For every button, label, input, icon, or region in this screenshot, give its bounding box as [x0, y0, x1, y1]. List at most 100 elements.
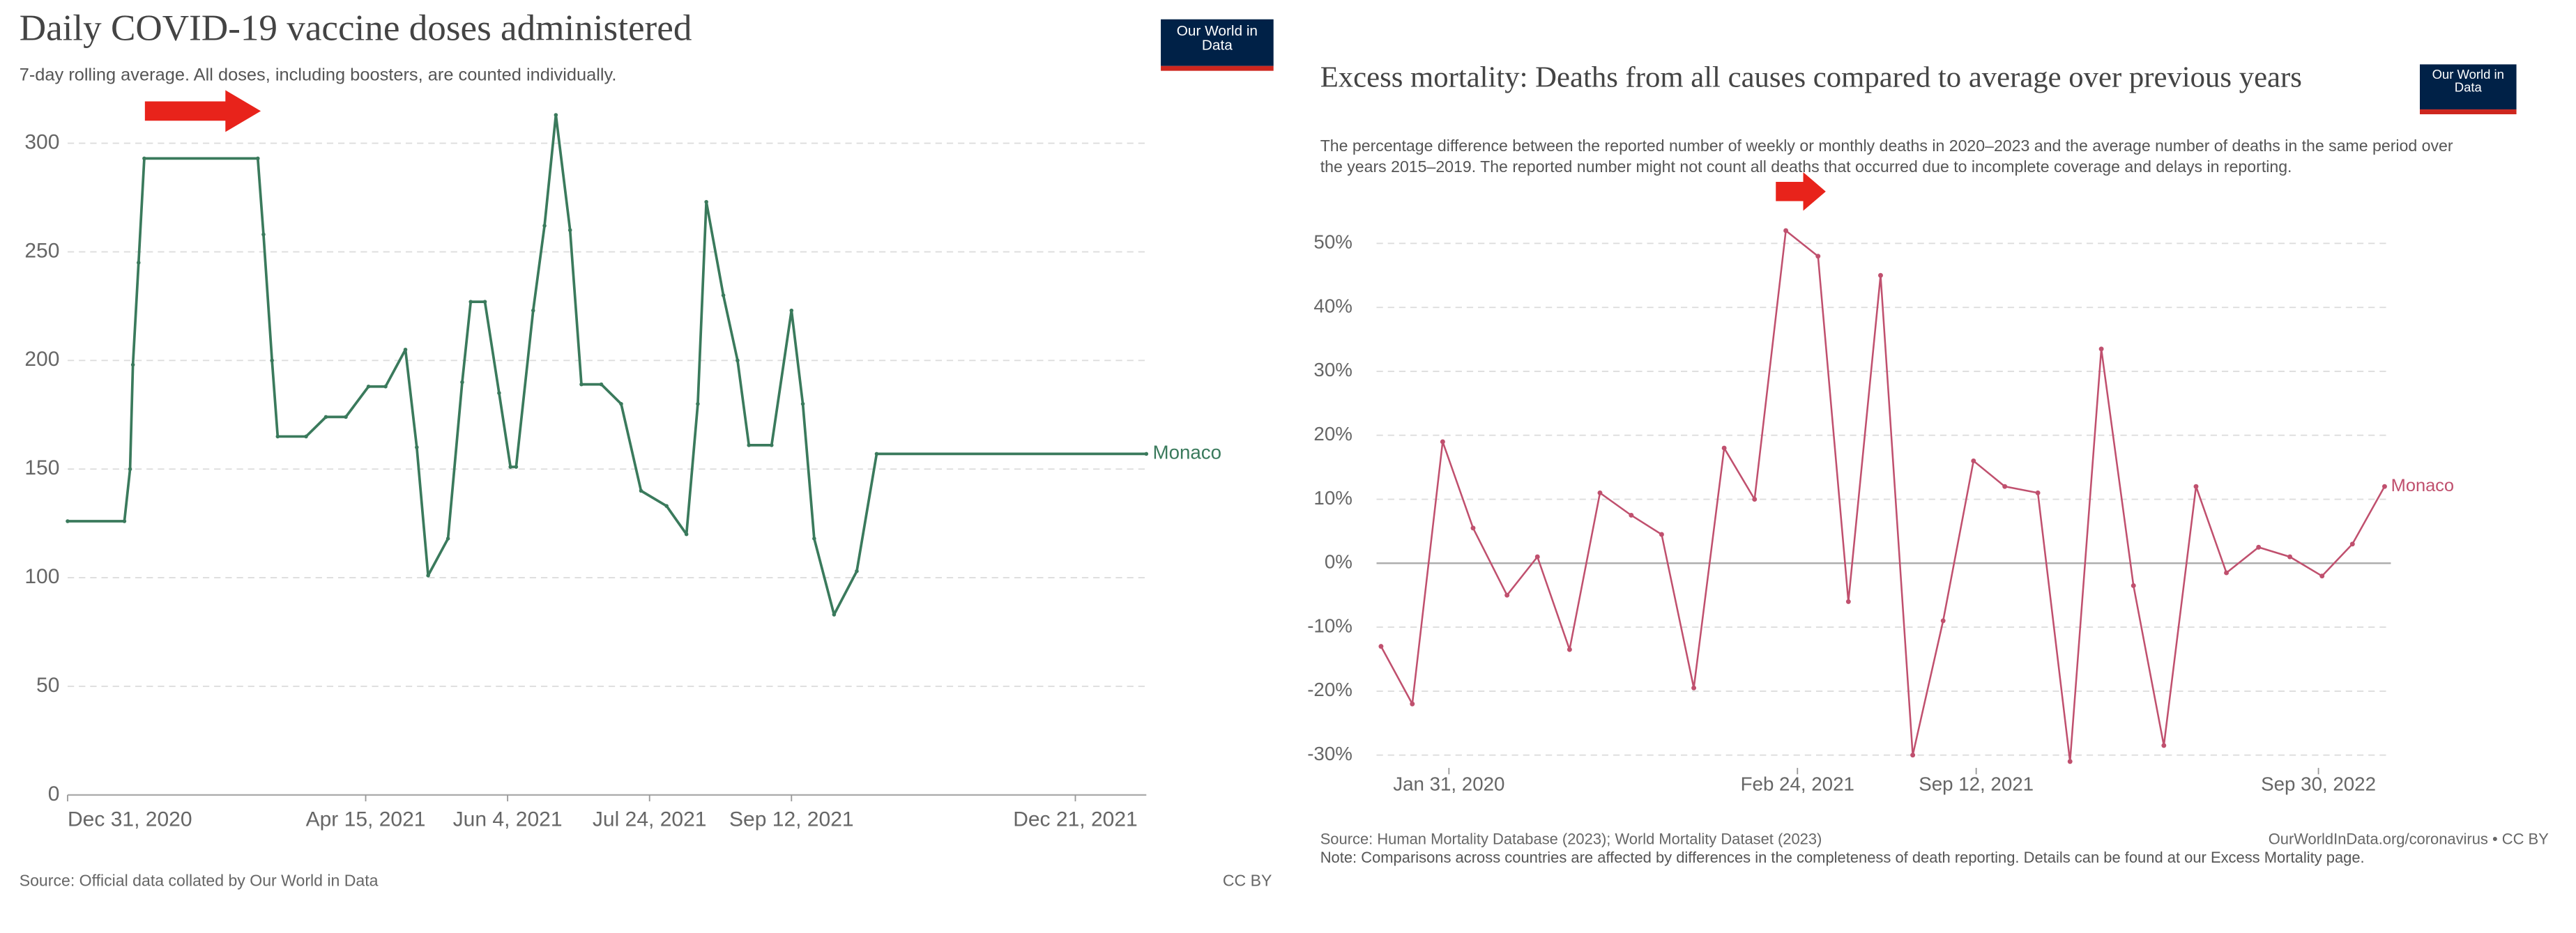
point — [1504, 592, 1510, 598]
point — [1378, 644, 1384, 649]
y-tick-label: 10% — [1313, 487, 1352, 509]
y-tick-label: 20% — [1313, 423, 1352, 445]
point — [1597, 490, 1603, 495]
point — [855, 569, 859, 573]
point — [1567, 647, 1572, 652]
point — [639, 488, 643, 493]
point — [2035, 490, 2041, 495]
point — [497, 391, 501, 395]
point — [142, 156, 146, 161]
x-tick-label: Sep 12, 2021 — [1919, 773, 2034, 794]
x-tick-label: Sep 30, 2022 — [2261, 773, 2376, 794]
point — [130, 362, 135, 367]
point — [1534, 554, 1540, 560]
logo-bar — [1161, 65, 1274, 71]
x-tick-label: Jun 4, 2021 — [453, 808, 563, 831]
point — [1144, 452, 1149, 456]
point — [445, 537, 450, 541]
x-tick-label: Jul 24, 2021 — [593, 808, 707, 831]
y-tick-label: 40% — [1313, 295, 1352, 316]
point — [383, 384, 388, 389]
series-label: Monaco — [1153, 442, 1222, 463]
point — [2287, 554, 2293, 560]
point — [619, 401, 623, 406]
point — [770, 443, 774, 447]
y-tick-label: 30% — [1313, 359, 1352, 380]
y-tick-label: 150 — [24, 456, 59, 479]
x-tick-label: Jan 31, 2020 — [1393, 773, 1504, 794]
y-tick-label: -30% — [1307, 743, 1352, 764]
point — [696, 401, 700, 406]
point — [1815, 254, 1821, 259]
point — [2067, 759, 2073, 764]
point — [2131, 583, 2136, 588]
point — [579, 382, 584, 387]
point — [721, 293, 726, 298]
point — [542, 224, 547, 228]
point — [344, 415, 348, 419]
chart-subtitle: The percentage difference between the re… — [1320, 138, 2453, 178]
x-tick-label: Dec 31, 2020 — [68, 808, 192, 831]
point — [460, 380, 464, 385]
point — [415, 445, 419, 449]
point — [2349, 541, 2355, 547]
note: Note: Comparisons across countries are a… — [1320, 849, 2365, 868]
arrow — [144, 90, 261, 132]
point — [2098, 346, 2104, 352]
y-tick-label: -20% — [1307, 679, 1352, 700]
point — [426, 573, 430, 578]
y-tick-label: 200 — [24, 348, 59, 371]
logo: Our World in Data — [1176, 22, 1258, 54]
point — [1910, 753, 1916, 758]
logo-text-box: Our World in Data — [2432, 68, 2504, 96]
series-line — [67, 114, 1147, 616]
point — [789, 308, 794, 313]
point — [599, 382, 604, 387]
point — [270, 358, 274, 363]
y-tick-label: 50% — [1313, 231, 1352, 253]
point — [874, 452, 879, 456]
point — [1470, 525, 1476, 531]
point — [1659, 532, 1664, 537]
point — [2161, 743, 2167, 748]
y-tick-label: 250 — [24, 239, 59, 262]
license: CC BY — [1223, 872, 1272, 890]
x-tick-label: Apr 15, 2021 — [306, 808, 426, 831]
point — [256, 156, 260, 161]
series-label: Monaco — [2391, 476, 2454, 495]
point — [1878, 272, 1883, 278]
point — [1783, 228, 1789, 233]
point — [482, 300, 487, 304]
source: Source: Human Mortality Database (2023);… — [1320, 830, 1822, 847]
y-tick-label: 50 — [36, 674, 59, 697]
point — [514, 465, 519, 469]
point — [1845, 599, 1851, 604]
point — [2319, 573, 2325, 579]
license: OurWorldInData.org/coronavirus • CC BY — [2269, 830, 2549, 847]
point — [1691, 685, 1697, 691]
point — [275, 434, 280, 439]
y-tick-label: 0 — [48, 782, 60, 805]
point — [832, 612, 837, 617]
point — [554, 113, 558, 117]
subtitle-box: 7-day rolling average. All doses, includ… — [19, 65, 617, 86]
point — [323, 415, 328, 419]
y-tick-label: 100 — [24, 565, 59, 588]
point — [304, 434, 308, 439]
x-tick-label: Sep 12, 2021 — [729, 808, 854, 831]
point — [704, 199, 708, 204]
point — [812, 537, 816, 541]
y-tick-label: 300 — [24, 130, 59, 153]
logo-box — [1161, 19, 1274, 66]
logo: Our World in Data — [2432, 68, 2504, 96]
logo-bar — [2419, 109, 2517, 114]
title-box: Daily COVID-19 vaccine doses administere… — [20, 10, 692, 47]
point — [2193, 484, 2199, 489]
point — [2381, 484, 2387, 489]
point — [1721, 445, 1727, 451]
chart-subtitle: 7-day rolling average. All doses, includ… — [19, 65, 617, 86]
point — [403, 347, 408, 352]
point — [2224, 570, 2230, 576]
point — [366, 384, 371, 389]
